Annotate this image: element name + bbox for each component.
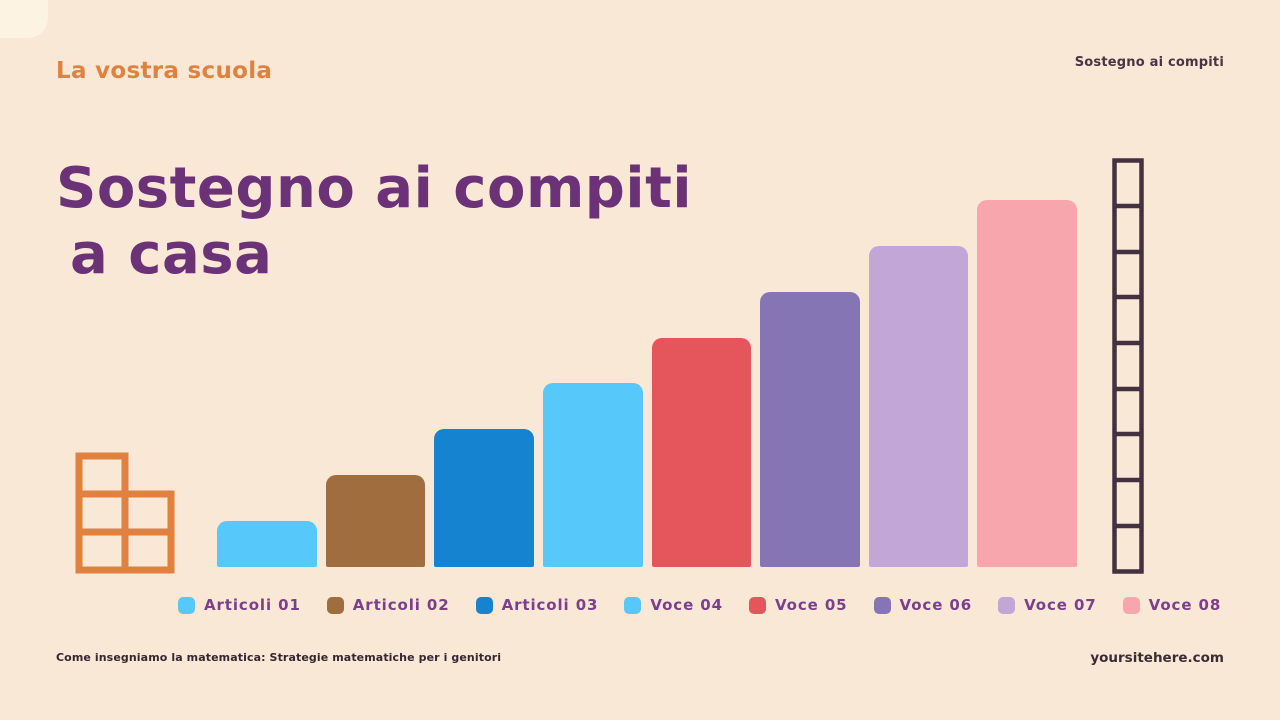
ladder-decoration xyxy=(1112,158,1144,574)
legend-item: Articoli 01 xyxy=(178,596,301,614)
chart-bar xyxy=(651,338,752,567)
legend-label: Voce 07 xyxy=(1024,596,1097,614)
legend-label: Voce 08 xyxy=(1148,596,1222,614)
chart-bar xyxy=(217,521,317,567)
legend-swatch xyxy=(624,596,642,614)
kicker-label: La vostra scuola xyxy=(56,58,273,84)
legend-item: Voce 07 xyxy=(998,596,1097,614)
page-title-line1: Sostegno ai compiti xyxy=(56,155,693,221)
stacked-squares-decoration xyxy=(75,452,175,574)
legend-label: Articoli 02 xyxy=(352,596,450,614)
chart-bar xyxy=(325,475,426,567)
legend-item: Voce 08 xyxy=(1122,596,1222,614)
legend-label: Voce 04 xyxy=(650,596,723,614)
chart-bar xyxy=(542,383,643,567)
legend-swatch xyxy=(475,596,493,614)
legend-label: Voce 06 xyxy=(899,596,973,614)
page-title: Sostegno ai compiti a casa xyxy=(56,156,692,288)
chart-bar xyxy=(434,429,534,567)
legend-label: Voce 05 xyxy=(774,596,848,614)
legend-item: Voce 06 xyxy=(873,596,973,614)
legend-label: Articoli 03 xyxy=(501,596,599,614)
legend-swatch xyxy=(1122,596,1140,614)
chart-bar xyxy=(760,292,860,567)
top-left-corner-patch xyxy=(0,0,48,38)
legend-swatch xyxy=(873,596,891,614)
legend-label: Articoli 01 xyxy=(204,596,301,614)
footer-caption: Come insegniamo la matematica: Strategie… xyxy=(56,651,502,664)
chart-bar xyxy=(977,200,1077,567)
footer-website: yoursitehere.com xyxy=(1090,650,1224,666)
legend-item: Voce 04 xyxy=(624,596,723,614)
legend-item: Articoli 03 xyxy=(475,596,599,614)
legend-swatch xyxy=(998,596,1016,614)
legend-swatch xyxy=(748,596,766,614)
legend-swatch xyxy=(178,596,195,614)
legend-swatch xyxy=(326,596,344,614)
legend-item: Articoli 02 xyxy=(326,596,450,614)
header-running-title: Sostegno ai compiti xyxy=(1074,55,1224,70)
chart-legend: Articoli 01 Articoli 02 Articoli 03 Voce 04… xyxy=(178,596,1221,614)
bar-chart xyxy=(217,200,1077,567)
page-title-line2: a casa xyxy=(70,221,273,287)
legend-item: Voce 05 xyxy=(748,596,848,614)
chart-bar xyxy=(868,246,969,567)
